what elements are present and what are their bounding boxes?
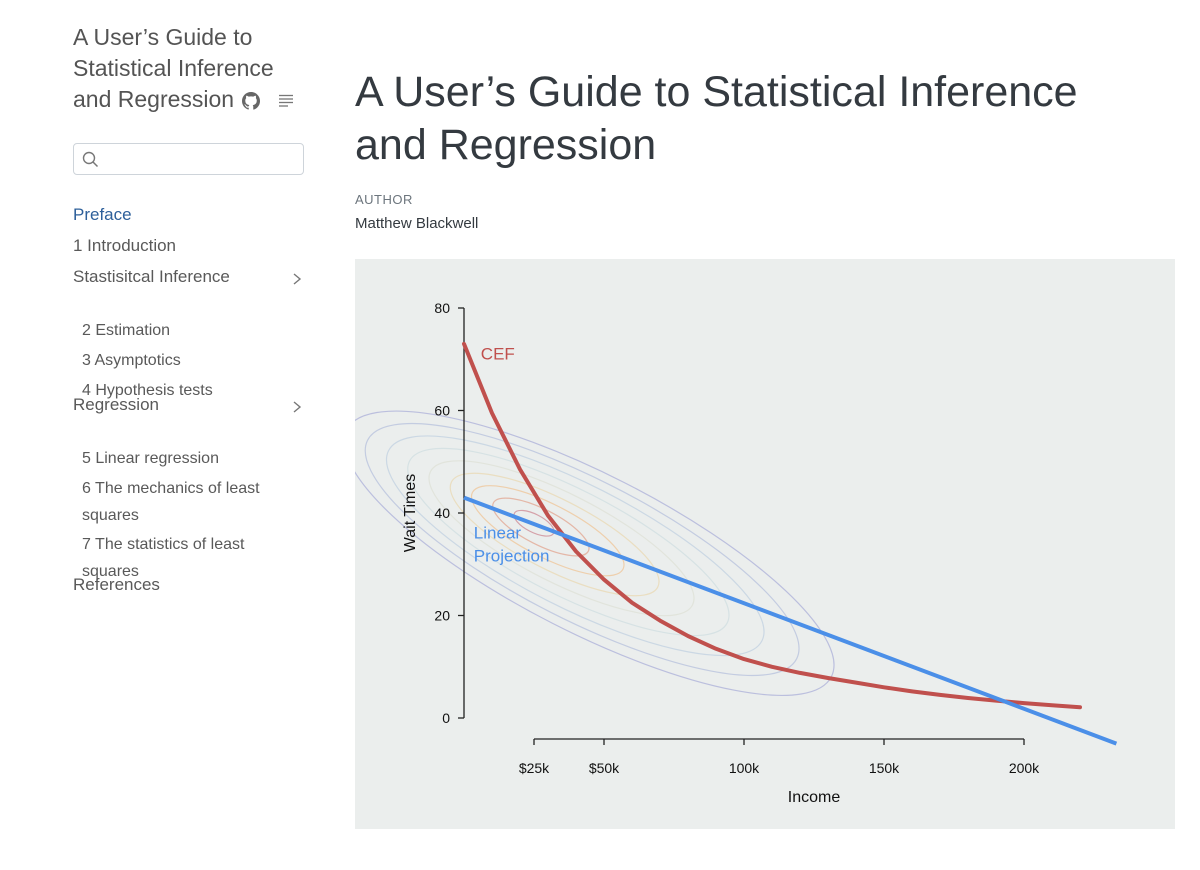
x-tick-label: $50k <box>589 760 620 776</box>
sidebar-item-hypothesis-tests[interactable]: 4 Hypothesis tests <box>82 382 213 399</box>
linear-projection-label: Linear <box>474 524 522 543</box>
github-icon[interactable] <box>242 91 261 110</box>
cef-label: CEF <box>481 344 515 363</box>
sidebar-item-introduction[interactable]: 1 Introduction <box>73 236 177 255</box>
sidebar-item-linear-regression[interactable]: 5 Linear regression <box>82 450 219 467</box>
page-title: A User’s Guide to Statistical Inference … <box>355 68 1078 169</box>
density-contour <box>428 460 695 617</box>
search-input[interactable] <box>106 148 300 172</box>
site-title-line-3: and Regression <box>73 86 235 112</box>
density-contour <box>385 435 765 657</box>
cef-chart: 0 20 40 60 80 $25k $50k 100k 150k 200k Income Wait … <box>355 300 1118 806</box>
linear-projection-line <box>463 495 1118 746</box>
site-title-line-2: Statistical Inference <box>73 55 274 81</box>
density-contour <box>492 497 590 557</box>
y-tick-label: 0 <box>442 710 450 726</box>
cover-figure: 0 20 40 60 80 $25k $50k 100k 150k 200k Income Wait … <box>355 259 1175 829</box>
y-tick-label: 80 <box>434 300 450 316</box>
site-title-line-1: A User’s Guide to <box>73 24 253 50</box>
density-contour <box>470 485 625 577</box>
y-tick-label: 20 <box>434 608 450 624</box>
density-contour <box>449 472 660 597</box>
y-tick-label: 60 <box>434 403 450 419</box>
author-label: AUTHOR <box>355 192 413 207</box>
author-name: Matthew Blackwell <box>355 215 479 232</box>
density-contour <box>364 422 800 677</box>
search-box[interactable] <box>73 143 304 175</box>
sidebar-item-statistics-least-squares[interactable]: 7 The statistics of least squares <box>82 536 245 580</box>
chevron-right-icon[interactable] <box>292 272 302 286</box>
linear-projection-label: Projection <box>474 547 550 566</box>
x-tick-label: 150k <box>869 760 900 776</box>
reader-mode-icon[interactable] <box>278 94 294 108</box>
site-title[interactable]: A User’s Guide to Statistical Inference … <box>73 22 313 115</box>
x-tick-label: 100k <box>729 760 760 776</box>
y-tick-label: 40 <box>434 505 450 521</box>
sidebar-item-references[interactable]: References <box>73 575 160 594</box>
sidebar-item-mechanics-least-squares[interactable]: 6 The mechanics of least squares <box>82 480 260 524</box>
sidebar: A User’s Guide to Statistical Inference … <box>73 22 313 594</box>
sidebar-item-asymptotics[interactable]: 3 Asymptotics <box>82 352 181 369</box>
cef-line <box>462 341 1082 710</box>
sidebar-section-regression[interactable]: Regression <box>73 395 159 414</box>
sidebar-section-statistical-inference[interactable]: Stastisitcal Inference <box>73 267 230 286</box>
sidebar-item-preface[interactable]: Preface <box>73 205 132 224</box>
density-contour <box>407 447 730 637</box>
x-tick-label: 200k <box>1009 760 1040 776</box>
search-icon <box>82 151 99 168</box>
x-axis-label: Income <box>788 789 841 806</box>
chevron-right-icon[interactable] <box>292 400 302 414</box>
x-tick-label: $25k <box>519 760 550 776</box>
sidebar-item-estimation[interactable]: 2 Estimation <box>82 322 171 339</box>
y-axis-label: Wait Times <box>402 474 419 553</box>
